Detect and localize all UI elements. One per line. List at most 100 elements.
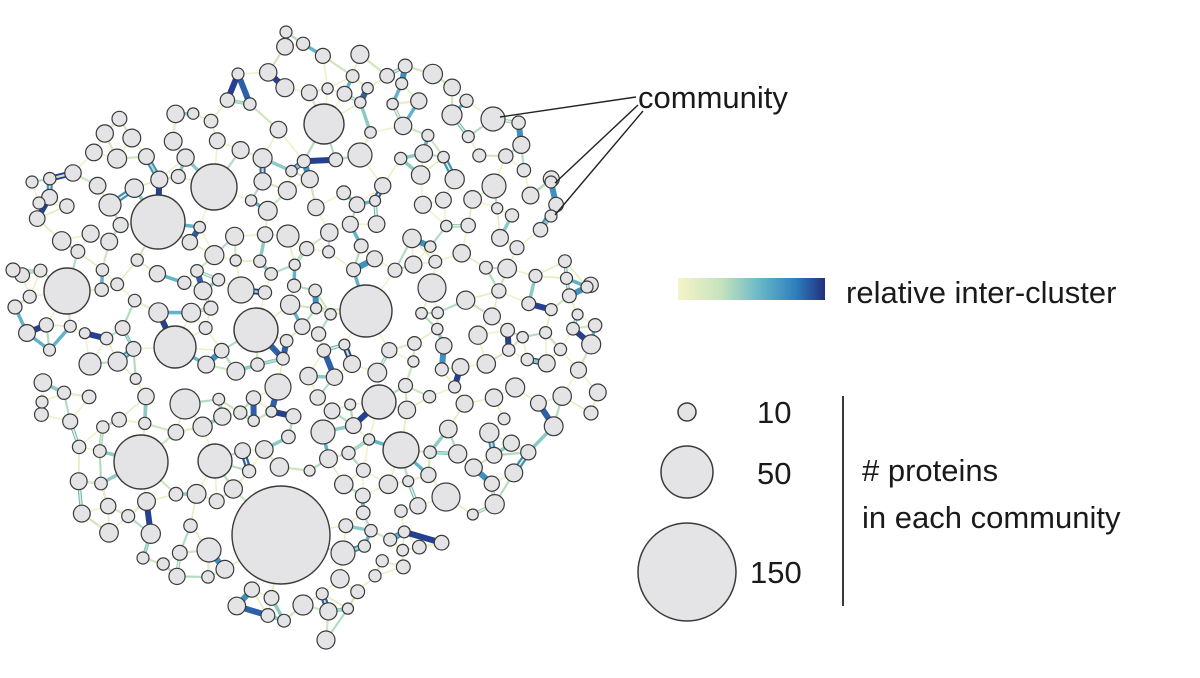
- community-node: [81, 389, 97, 405]
- community-node: [296, 153, 312, 169]
- community-node: [257, 285, 273, 300]
- community-node: [410, 165, 431, 185]
- community-node: [553, 342, 568, 357]
- community-node: [374, 176, 392, 195]
- community-node: [212, 392, 226, 406]
- community-node: [277, 181, 297, 201]
- community-node: [328, 152, 344, 168]
- community-node: [345, 69, 360, 84]
- community-node: [69, 472, 88, 491]
- size-legend-title-line2: in each community: [862, 500, 1121, 535]
- community-node: [281, 429, 296, 445]
- community-node: [355, 505, 371, 521]
- community-node: [361, 384, 397, 420]
- community-node: [456, 290, 476, 310]
- community-node: [254, 440, 274, 459]
- community-node: [516, 330, 529, 344]
- community-node: [156, 557, 170, 571]
- community-node: [257, 200, 278, 221]
- community-node: [481, 173, 507, 199]
- community-node: [186, 107, 200, 120]
- community-node: [322, 245, 336, 259]
- community-node: [339, 284, 393, 338]
- community-node: [588, 383, 607, 402]
- community-node: [181, 233, 199, 251]
- community-node: [94, 282, 109, 297]
- community-node: [321, 82, 334, 95]
- community-node: [137, 387, 155, 406]
- community-node: [250, 357, 265, 372]
- community-node: [319, 602, 338, 621]
- community-node: [350, 44, 370, 65]
- community-node: [275, 78, 295, 98]
- community-node: [265, 405, 278, 418]
- community-node: [330, 569, 350, 589]
- community-node: [303, 103, 345, 145]
- community-node: [190, 163, 238, 211]
- community-node: [95, 263, 110, 277]
- size-legend-value: 10: [757, 395, 791, 430]
- community-node: [244, 194, 258, 207]
- community-node: [396, 543, 410, 557]
- community-node: [559, 271, 574, 285]
- community-node: [56, 385, 72, 400]
- community-node: [169, 388, 201, 420]
- community-node: [430, 322, 444, 336]
- community-node: [483, 475, 500, 492]
- community-node: [98, 193, 122, 217]
- community-node: [5, 262, 21, 278]
- community-node: [323, 402, 341, 420]
- community-node: [279, 294, 301, 315]
- community-node: [502, 434, 520, 452]
- community-node: [211, 272, 226, 287]
- community-node: [231, 67, 245, 81]
- community-node: [521, 296, 537, 312]
- community-node: [125, 340, 142, 357]
- community-node: [466, 508, 479, 521]
- community-node: [348, 196, 366, 214]
- community-node: [71, 439, 87, 455]
- community-node: [111, 411, 127, 428]
- size-legend-circle-small: [677, 402, 697, 422]
- community-node: [353, 238, 369, 254]
- community-node: [361, 81, 374, 95]
- community-node: [107, 351, 128, 372]
- community-node: [166, 104, 185, 124]
- community-node: [113, 434, 169, 490]
- community-node: [243, 97, 257, 111]
- community-node: [407, 336, 422, 351]
- community-node: [491, 283, 507, 299]
- community-node: [122, 128, 142, 148]
- community-node: [580, 280, 594, 294]
- community-node: [375, 554, 389, 568]
- community-node: [70, 244, 86, 260]
- community-node: [504, 208, 520, 223]
- community-node: [28, 210, 46, 228]
- community-node: [181, 302, 202, 323]
- community-node: [438, 419, 458, 439]
- community-node: [421, 128, 435, 142]
- community-node: [7, 299, 23, 315]
- community-node: [354, 487, 371, 504]
- community-node: [127, 293, 142, 308]
- community-node: [183, 518, 198, 533]
- size-legend-value: 50: [757, 456, 791, 491]
- community-node: [196, 537, 222, 563]
- community-node: [99, 522, 119, 543]
- community-node: [258, 63, 278, 82]
- community-node: [150, 170, 169, 189]
- community-node: [316, 343, 332, 358]
- community-node: [315, 587, 329, 601]
- community-node: [319, 223, 339, 242]
- community-node: [511, 115, 526, 130]
- community-node: [78, 327, 91, 340]
- community-node: [227, 276, 255, 304]
- community-node: [81, 224, 100, 243]
- community-node: [208, 132, 226, 150]
- community-node: [428, 254, 443, 269]
- community-node: [357, 539, 372, 553]
- community-node: [324, 307, 337, 321]
- community-node: [197, 443, 233, 479]
- community-node: [88, 176, 107, 195]
